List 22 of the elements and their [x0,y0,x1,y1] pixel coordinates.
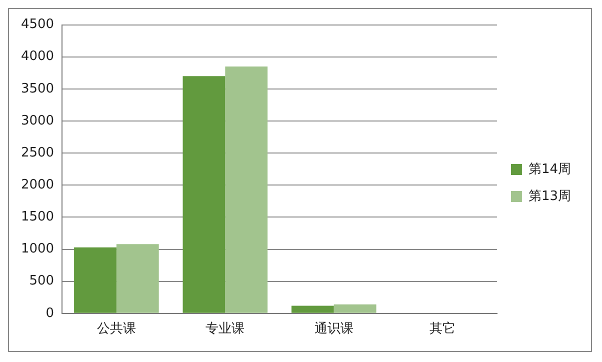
bar [334,304,376,313]
y-tick-label: 3000 [20,113,54,128]
y-tick-label: 2500 [20,145,54,160]
bar [182,76,226,313]
legend-label: 第14周 [528,162,572,177]
x-tick-label: 公共课 [96,322,136,337]
bar [225,66,268,313]
x-tick-label: 专业课 [206,322,245,337]
y-tick-label: 1500 [20,210,54,225]
y-tick-label: 500 [29,274,54,289]
legend-label: 第13周 [528,188,572,204]
x-tick-label: 通识课 [314,322,354,337]
y-tick-label: 0 [46,306,54,321]
y-tick-label: 4000 [20,49,54,64]
bar [116,244,159,313]
x-tick-label: 其它 [430,320,456,337]
bar [291,306,334,313]
y-tick-label: 2000 [20,178,54,193]
y-tick-label: 1000 [20,242,54,257]
y-tick-label: 4500 [20,17,54,32]
bar [74,247,116,313]
y-tick-label: 3500 [20,81,54,96]
